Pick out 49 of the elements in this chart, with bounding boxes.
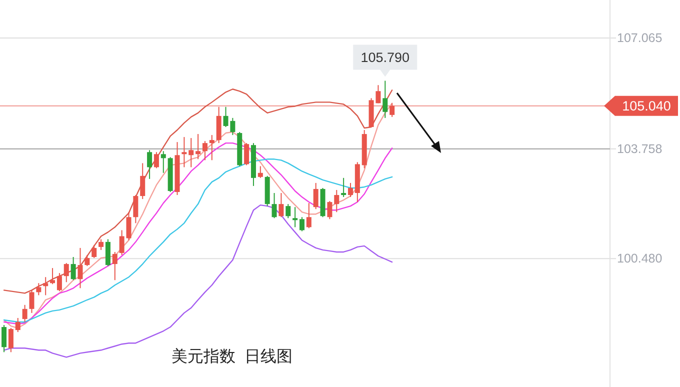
candlestick (334, 189, 340, 213)
candlestick (292, 206, 298, 228)
candlestick (327, 200, 332, 220)
candlestick (2, 324, 7, 353)
candlestick (29, 290, 34, 314)
candlestick (286, 204, 291, 219)
candlestick (299, 216, 304, 232)
candlestick (306, 202, 312, 229)
candlestick (15, 317, 20, 333)
candlestick (154, 152, 159, 169)
candlestick (313, 182, 318, 210)
annotation: 105.790 (360, 50, 410, 65)
candlestick (188, 138, 194, 168)
y-tick-label: 103.758 (617, 142, 662, 156)
candlestick (147, 150, 152, 180)
y-tick-label: 100.480 (617, 252, 662, 266)
candlestick (50, 268, 56, 285)
candlestick (64, 262, 69, 283)
candlestick (105, 238, 110, 267)
candlestick (202, 140, 208, 161)
candlestick (258, 166, 263, 178)
candlestick (22, 304, 28, 322)
candlestick (348, 182, 353, 198)
candlestick (390, 102, 395, 118)
candlestick (133, 194, 138, 224)
candlestick (8, 328, 14, 353)
candlestick (244, 142, 250, 166)
text: 美元指数 日线图 (172, 348, 292, 366)
candlestick (341, 177, 346, 198)
candlestick (98, 238, 104, 250)
candlestick (140, 162, 146, 200)
candlestick (182, 136, 187, 168)
candlestick (272, 192, 277, 219)
candlestick (43, 276, 48, 296)
candlestick (78, 247, 83, 289)
candlestick (278, 192, 284, 218)
candlestick (92, 244, 97, 258)
ref-line-label: 105.040 (622, 98, 671, 114)
candlestick (56, 272, 62, 292)
line-series (3, 88, 393, 294)
candlestick (36, 282, 42, 296)
candlestick (160, 150, 166, 174)
candlestick (382, 80, 388, 118)
candlestick (84, 254, 90, 267)
candlestick (70, 256, 76, 281)
y-tick-label: 107.065 (617, 31, 662, 46)
candlestick (196, 134, 201, 160)
candlestick (112, 251, 118, 281)
candlestick (209, 134, 214, 161)
